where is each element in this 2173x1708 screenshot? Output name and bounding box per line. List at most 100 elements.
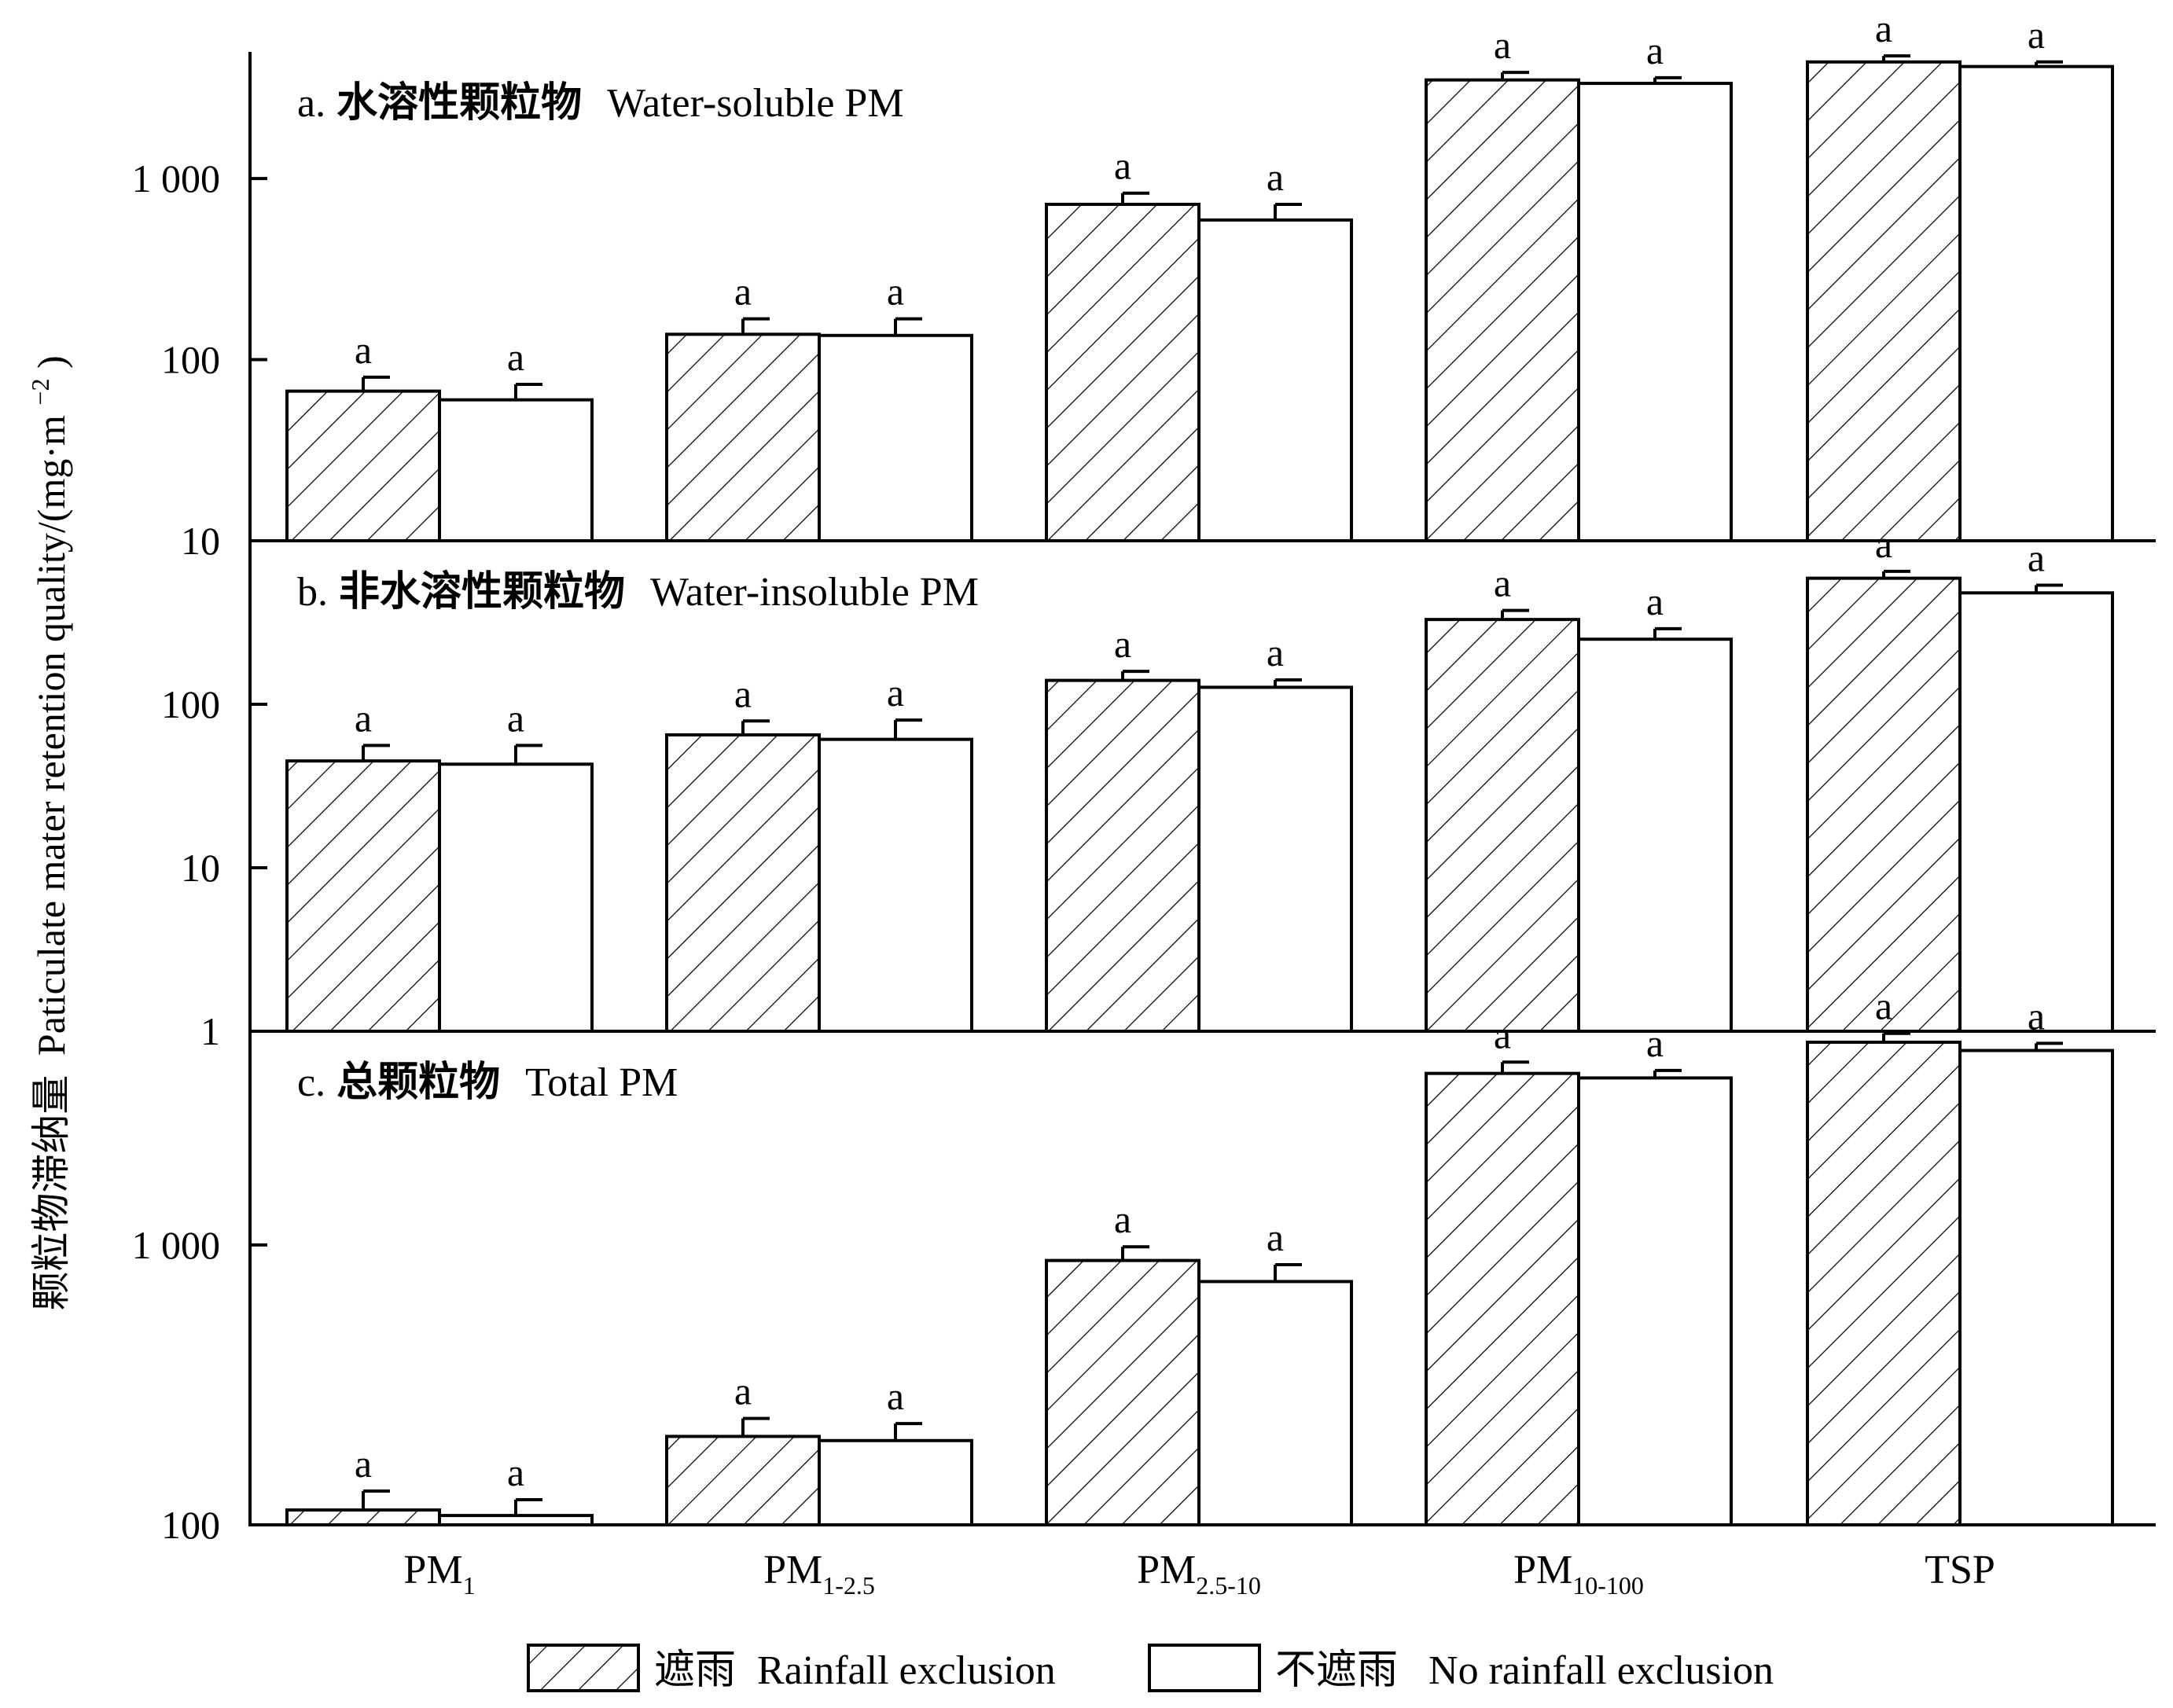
significance-letter: a bbox=[734, 671, 752, 715]
x-tick-label-main: PM bbox=[763, 1548, 822, 1592]
x-tick-label: TSP bbox=[1925, 1548, 1995, 1592]
bar-no-rainfall-exclusion bbox=[818, 333, 973, 542]
bar-rainfall-exclusion bbox=[1806, 1040, 1962, 1526]
y-tick-label: 100 bbox=[161, 1503, 220, 1547]
significance-letter: a bbox=[355, 328, 372, 372]
panel-title-en: Water-soluble PM bbox=[607, 81, 903, 126]
y-axis-title-en: Paticulate mater retention quality/(mg·m bbox=[29, 415, 73, 1056]
legend-swatch-no-rainfall-exclusion bbox=[1148, 1644, 1261, 1692]
x-tick-label-subscript: 1 bbox=[463, 1571, 476, 1600]
panel-c: 100 1 000 c. 总颗粒物 Total PM a a a a a a a a a a bbox=[132, 984, 2156, 1547]
y-tick-label: 1 000 bbox=[132, 1223, 221, 1267]
bar-rainfall-exclusion bbox=[665, 332, 821, 542]
bar-rainfall-exclusion bbox=[665, 733, 821, 1033]
bar-no-rainfall-exclusion bbox=[1958, 1049, 2114, 1527]
panel-b: 1 10 100 b. 非水溶性颗粒物 Water-insoluble PM a a a a a a a… bbox=[161, 522, 2156, 1053]
bar-rainfall-exclusion bbox=[1425, 78, 1580, 543]
significance-letter: a bbox=[887, 670, 904, 714]
y-axis-title-cn: 颗粒物滞纳量 bbox=[28, 1075, 74, 1311]
significance-letter: a bbox=[355, 1442, 372, 1486]
significance-letter: a bbox=[507, 335, 524, 379]
bar-no-rainfall-exclusion bbox=[1577, 1076, 1733, 1526]
bar-no-rainfall-exclusion bbox=[818, 737, 973, 1033]
legend-en-no-rainfall-exclusion: No rainfall exclusion bbox=[1428, 1648, 1774, 1693]
significance-letter: a bbox=[1114, 144, 1131, 188]
significance-letter: a bbox=[1267, 155, 1284, 199]
y-tick-label: 1 000 bbox=[132, 156, 221, 200]
bar-rainfall-exclusion bbox=[665, 1434, 821, 1527]
significance-letter: a bbox=[734, 270, 752, 314]
y-axis-title-unit-superscript: −2 bbox=[26, 379, 54, 406]
legend-swatch-rainfall-exclusion bbox=[527, 1644, 640, 1692]
bar-rainfall-exclusion bbox=[1806, 60, 1962, 542]
significance-letter: a bbox=[1494, 23, 1511, 67]
significance-letter: a bbox=[1114, 1197, 1131, 1241]
panel-title-cn: 水溶性颗粒物 bbox=[336, 79, 582, 127]
bar-no-rainfall-exclusion bbox=[1577, 82, 1733, 542]
legend-cn-no-rainfall-exclusion: 不遮雨 bbox=[1275, 1647, 1398, 1694]
panel-title: c. 总颗粒物 Total PM bbox=[297, 1059, 678, 1106]
bar-rainfall-exclusion bbox=[285, 389, 441, 542]
bar-no-rainfall-exclusion bbox=[438, 1514, 594, 1526]
x-tick-label: PM1-2.5 bbox=[763, 1548, 875, 1600]
bar-no-rainfall-exclusion bbox=[438, 398, 594, 543]
y-tick-label: 10 bbox=[181, 519, 220, 563]
significance-letter: a bbox=[1267, 1215, 1284, 1259]
panel-title-cn: 非水溶性颗粒物 bbox=[339, 568, 625, 615]
panel-a: 10 100 1 000 a. 水溶性颗粒物 Water-soluble PM a a a a a a… bbox=[132, 6, 2156, 563]
bar-rainfall-exclusion bbox=[1045, 202, 1200, 542]
x-tick-label: PM1 bbox=[403, 1548, 475, 1600]
significance-letter: a bbox=[1114, 622, 1131, 666]
panels: 10 100 1 000 a. 水溶性颗粒物 Water-soluble PM a a a a a a… bbox=[132, 6, 2156, 1547]
bar-rainfall-exclusion bbox=[285, 1508, 441, 1526]
significance-letter: a bbox=[2028, 994, 2045, 1038]
x-tick-label: PM10-100 bbox=[1513, 1548, 1644, 1600]
panel-title-en: Water-insoluble PM bbox=[650, 570, 979, 615]
significance-letter: a bbox=[1494, 1012, 1511, 1056]
significance-letter: a bbox=[1875, 984, 1892, 1028]
x-tick-label-main: PM bbox=[1137, 1548, 1196, 1592]
legend: 遮雨 Rainfall exclusion 不遮雨 No rainfall ex… bbox=[527, 1644, 1774, 1694]
bar-no-rainfall-exclusion bbox=[1958, 64, 2114, 543]
bar-rainfall-exclusion bbox=[1425, 618, 1580, 1033]
bar-rainfall-exclusion bbox=[1045, 1258, 1200, 1526]
x-tick-label-main: TSP bbox=[1925, 1548, 1995, 1592]
bar-rainfall-exclusion bbox=[285, 759, 441, 1033]
x-axis: PM1 PM1-2.5 PM2.5-10 PM10-100 TSP bbox=[403, 1548, 1995, 1600]
x-tick-label-main: PM bbox=[1513, 1548, 1572, 1592]
significance-letter: a bbox=[1494, 561, 1511, 605]
bar-no-rainfall-exclusion bbox=[1197, 218, 1353, 542]
bar-no-rainfall-exclusion bbox=[818, 1438, 973, 1526]
significance-letter: a bbox=[2028, 13, 2045, 57]
significance-letter: a bbox=[1267, 630, 1284, 674]
panel-title: a. 水溶性颗粒物 Water-soluble PM bbox=[297, 79, 904, 127]
x-tick-label-subscript: 1-2.5 bbox=[822, 1571, 875, 1600]
significance-letter: a bbox=[2028, 536, 2045, 580]
y-tick-label: 100 bbox=[161, 682, 220, 726]
significance-letter: a bbox=[355, 696, 372, 740]
bar-no-rainfall-exclusion bbox=[1577, 637, 1733, 1033]
legend-en-rainfall-exclusion: Rainfall exclusion bbox=[757, 1648, 1056, 1693]
significance-letter: a bbox=[734, 1369, 752, 1413]
significance-letter: a bbox=[887, 1374, 904, 1418]
legend-label-rainfall-exclusion: 遮雨 Rainfall exclusion bbox=[654, 1647, 1056, 1694]
bar-rainfall-exclusion bbox=[1045, 678, 1200, 1033]
bar-no-rainfall-exclusion bbox=[438, 762, 594, 1034]
significance-letter: a bbox=[1875, 6, 1892, 50]
panel-title: b. 非水溶性颗粒物 Water-insoluble PM bbox=[297, 568, 979, 615]
legend-label-no-rainfall-exclusion: 不遮雨 No rainfall exclusion bbox=[1275, 1647, 1774, 1694]
significance-letter: a bbox=[1646, 579, 1664, 623]
panel-title-en: Total PM bbox=[525, 1060, 678, 1105]
y-tick-label: 10 bbox=[181, 846, 220, 890]
y-tick-label: 1 bbox=[200, 1009, 220, 1053]
bar-no-rainfall-exclusion bbox=[1958, 591, 2114, 1033]
panel-title-label: c. bbox=[297, 1060, 325, 1105]
x-tick-label-subscript: 2.5-10 bbox=[1196, 1571, 1261, 1600]
significance-letter: a bbox=[1646, 28, 1664, 72]
significance-letter: a bbox=[507, 1450, 524, 1494]
x-tick-label-main: PM bbox=[403, 1548, 462, 1592]
y-axis-title-close: ) bbox=[29, 355, 73, 369]
panel-title-label: a. bbox=[297, 81, 325, 126]
y-tick-label: 100 bbox=[161, 338, 220, 382]
